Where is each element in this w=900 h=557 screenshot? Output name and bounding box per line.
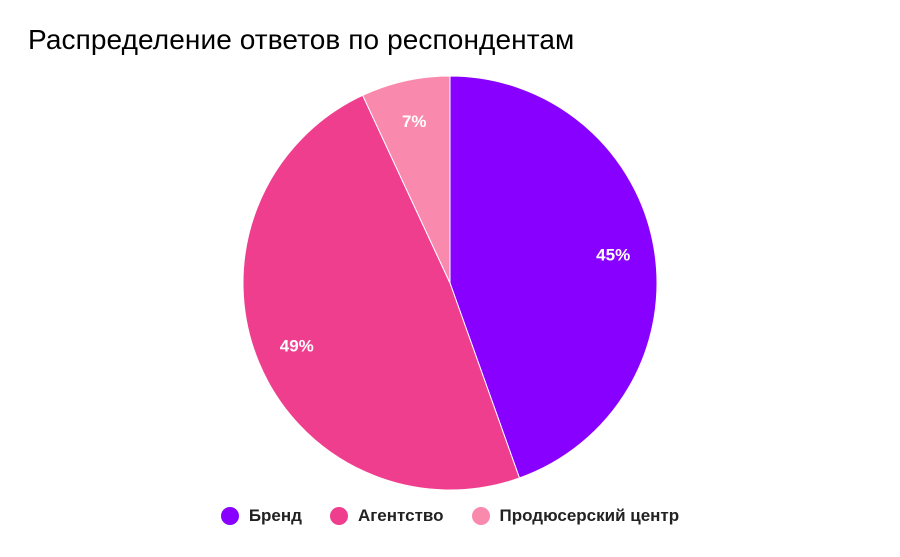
slice-label-agency: 49% [280,336,314,355]
legend-item-production-center[interactable]: Продюсерский центр [471,506,680,526]
chart-title: Распределение ответов по респондентам [28,24,575,55]
slice-label-brand: 45% [596,245,630,264]
slice-label-production-center: 7% [402,112,427,131]
legend-label-brand: Бренд [248,506,302,525]
legend-label-agency: Агентство [357,506,444,525]
legend-swatch-production-center [471,507,490,525]
legend-swatch-agency [329,507,348,525]
legend-item-agency[interactable]: Агентство [329,506,444,526]
legend-label-production-center: Продюсерский центр [499,506,680,525]
legend-item-brand[interactable]: Бренд [220,506,302,526]
legend: Бренд Агентство Продюсерский центр [0,506,900,526]
legend-swatch-brand [220,507,239,525]
pie-chart: 45% 49% 7% [242,75,658,491]
pie-slice-production-center[interactable] [362,75,451,284]
pie-slice-brand[interactable] [449,75,658,479]
pie-slice-agency[interactable] [242,94,521,491]
